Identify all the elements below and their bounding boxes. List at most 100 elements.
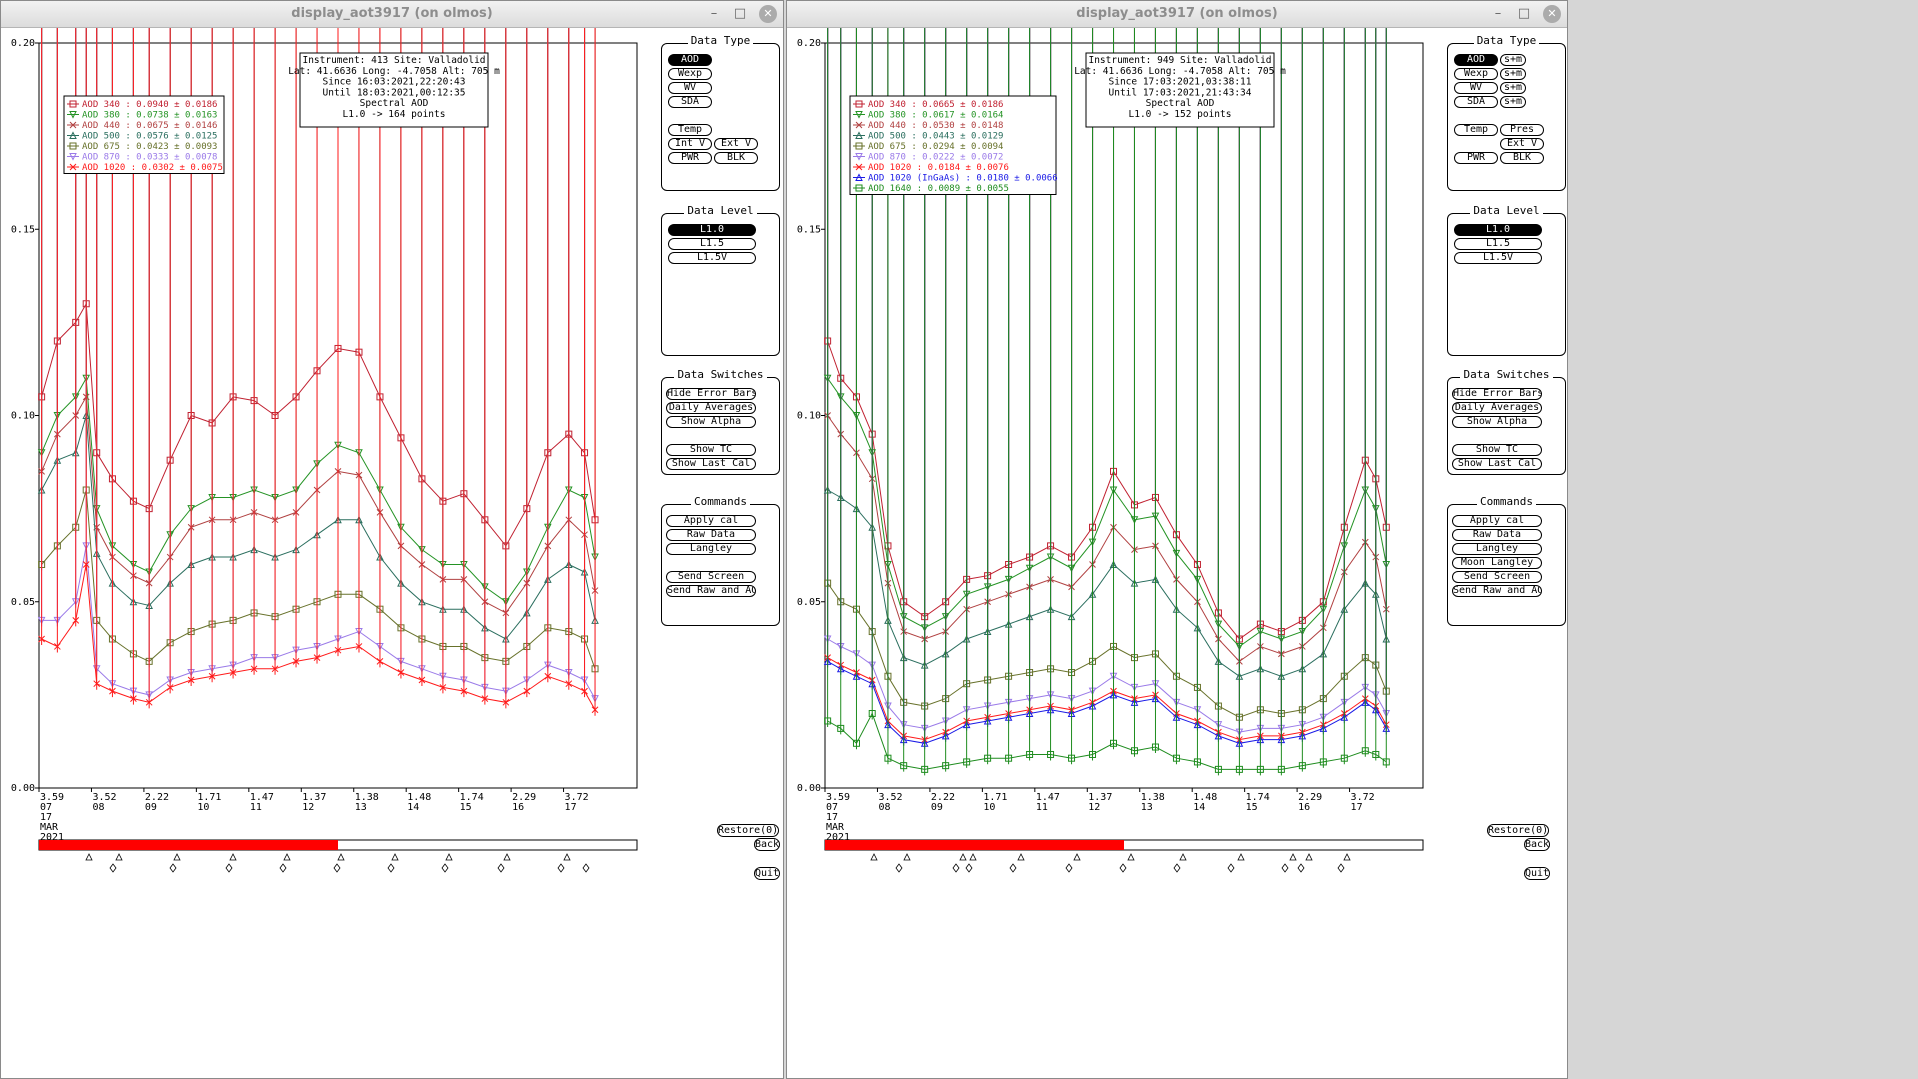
data-type-button-wv[interactable]: WV <box>1454 82 1498 94</box>
data-level-button-l1-5v[interactable]: L1.5V <box>1454 252 1542 264</box>
data-type-button-wexp[interactable]: Wexp <box>668 68 712 80</box>
data-type-button-temp[interactable]: Temp <box>1454 124 1498 136</box>
switch-button-daily-averages[interactable]: Daily Averages <box>666 402 756 414</box>
restore-button[interactable]: Restore(0) <box>717 824 779 837</box>
data-point <box>1372 750 1380 758</box>
data-point <box>376 657 384 665</box>
commands-panel-label-text: Commands <box>1477 495 1536 508</box>
data-type-button-ext-v[interactable]: Ext V <box>1500 138 1544 150</box>
data-type-button-s-m[interactable]: s+m <box>1500 82 1526 94</box>
quit-button[interactable]: Quit <box>1524 867 1550 880</box>
command-button-apply-cal[interactable]: Apply cal <box>1452 515 1542 527</box>
event-marker <box>965 863 973 873</box>
minimize-button[interactable]: – <box>1494 6 1502 21</box>
switch-button-hide-error-bars[interactable]: Hide Error Bars <box>666 388 756 400</box>
command-button-moon-langley[interactable]: Moon Langley <box>1452 557 1542 569</box>
data-level-button-l1-5[interactable]: L1.5 <box>1454 238 1542 250</box>
data-type-button-wv[interactable]: WV <box>668 82 712 94</box>
data-point <box>93 680 101 688</box>
aod-chart[interactable]: 0.000.050.100.150.203.590717MAR20213.520… <box>787 28 1447 880</box>
commands-panel-label: Commands <box>1448 495 1565 508</box>
data-point <box>1026 750 1034 758</box>
switch-button-show-alpha[interactable]: Show Alpha <box>666 416 756 428</box>
data-type-button-pwr[interactable]: PWR <box>1454 152 1498 164</box>
data-type-panel-label-text: Data Type <box>687 34 754 47</box>
series-line <box>41 376 596 603</box>
quit-button[interactable]: Quit <box>754 867 780 880</box>
data-type-button-s-m[interactable]: s+m <box>1500 96 1526 108</box>
data-level-button-l1-5[interactable]: L1.5 <box>668 238 756 250</box>
close-button[interactable]: ✕ <box>1543 5 1561 23</box>
progress-bar[interactable] <box>824 839 1424 873</box>
command-button-send-screen[interactable]: Send Screen <box>1452 571 1542 583</box>
legend-label: AOD 870 : 0.0222 ± 0.0072 <box>868 153 1003 163</box>
switch-button-show-tc[interactable]: Show TC <box>666 444 756 456</box>
event-marker <box>229 853 237 861</box>
event-marker <box>279 863 287 873</box>
minimize-button[interactable]: – <box>710 6 718 21</box>
event-marker <box>582 863 590 873</box>
maximize-button[interactable]: □ <box>1517 6 1531 21</box>
data-type-button-aod[interactable]: AOD <box>1454 54 1498 66</box>
commands-panel: Commands Apply cal Raw Data Langley Moon Lan… <box>1447 495 1566 626</box>
data-type-button-int-v[interactable]: Int V <box>668 138 712 150</box>
back-button[interactable]: Back <box>1524 838 1550 851</box>
data-level-panel-label-text: Data Level <box>684 204 757 217</box>
info-line: Until 17:03:2021,21:43:34 <box>1109 87 1252 98</box>
close-button[interactable]: ✕ <box>759 5 777 23</box>
x-tick-label: 1.71 <box>197 792 221 803</box>
legend-marker <box>855 163 863 171</box>
data-point <box>250 665 258 673</box>
info-line: L1.0 -> 152 points <box>1129 109 1232 120</box>
command-button-langley[interactable]: Langley <box>1452 543 1542 555</box>
command-button-raw-data[interactable]: Raw Data <box>666 529 756 541</box>
info-line: Lat: 41.6636 Long: -4.7058 Alt: 705 m <box>288 66 500 77</box>
restore-button[interactable]: Restore(0) <box>1487 824 1549 837</box>
data-level-button-l1-0[interactable]: L1.0 <box>1454 224 1542 236</box>
data-type-button-aod[interactable]: AOD <box>668 54 712 66</box>
data-level-button-l1-0[interactable]: L1.0 <box>668 224 756 236</box>
title-bar[interactable]: display_aot3917 (on olmos) – □ ✕ <box>787 1 1567 28</box>
command-button-send-screen[interactable]: Send Screen <box>666 571 756 583</box>
data-type-button-blk[interactable]: BLK <box>1500 152 1544 164</box>
data-type-button-blk[interactable]: BLK <box>714 152 758 164</box>
data-type-button-sda[interactable]: SDA <box>668 96 712 108</box>
data-type-button-pres[interactable]: Pres <box>1500 124 1544 136</box>
event-marker <box>1289 853 1297 861</box>
data-type-button-wexp[interactable]: Wexp <box>1454 68 1498 80</box>
event-marker <box>1297 863 1305 873</box>
series-line <box>41 302 596 547</box>
event-marker <box>557 863 565 873</box>
back-button[interactable]: Back <box>754 838 780 851</box>
switch-button-daily-averages[interactable]: Daily Averages <box>1452 402 1542 414</box>
data-point <box>397 669 405 676</box>
data-type-button-ext-v[interactable]: Ext V <box>714 138 758 150</box>
x-tick-label: 2021 <box>40 832 64 843</box>
data-type-button-pwr[interactable]: PWR <box>668 152 712 164</box>
switch-button-show-alpha[interactable]: Show Alpha <box>1452 416 1542 428</box>
data-type-button-sda[interactable]: SDA <box>1454 96 1498 108</box>
maximize-button[interactable]: □ <box>733 6 747 21</box>
data-level-button-l1-5v[interactable]: L1.5V <box>668 252 756 264</box>
switch-button-show-last-cal[interactable]: Show Last Cal <box>1452 458 1542 470</box>
event-marker <box>1227 863 1235 873</box>
switch-button-show-last-cal[interactable]: Show Last Cal <box>666 458 756 470</box>
progress-bar[interactable] <box>38 839 638 873</box>
switch-button-hide-error-bars[interactable]: Hide Error Bars <box>1452 388 1542 400</box>
command-button-apply-cal[interactable]: Apply cal <box>666 515 756 527</box>
data-point <box>884 754 892 762</box>
command-button-raw-data[interactable]: Raw Data <box>1452 529 1542 541</box>
data-type-button-temp[interactable]: Temp <box>668 124 712 136</box>
command-button-langley[interactable]: Langley <box>666 543 756 555</box>
switch-button-show-tc[interactable]: Show TC <box>1452 444 1542 456</box>
data-type-button-s-m[interactable]: s+m <box>1500 68 1526 80</box>
aod-chart[interactable]: 0.000.050.100.150.203.590717MAR20213.520… <box>1 28 661 880</box>
legend-label: AOD 500 : 0.0443 ± 0.0129 <box>868 132 1003 142</box>
x-tick-label: 13 <box>1141 802 1153 813</box>
command-button-send-raw-and-aod[interactable]: Send Raw and AOD <box>666 585 756 597</box>
title-bar[interactable]: display_aot3917 (on olmos) – □ ✕ <box>1 1 783 28</box>
command-button-send-raw-and-aod[interactable]: Send Raw and AOD <box>1452 585 1542 597</box>
data-type-button-s-m[interactable]: s+m <box>1500 54 1526 66</box>
